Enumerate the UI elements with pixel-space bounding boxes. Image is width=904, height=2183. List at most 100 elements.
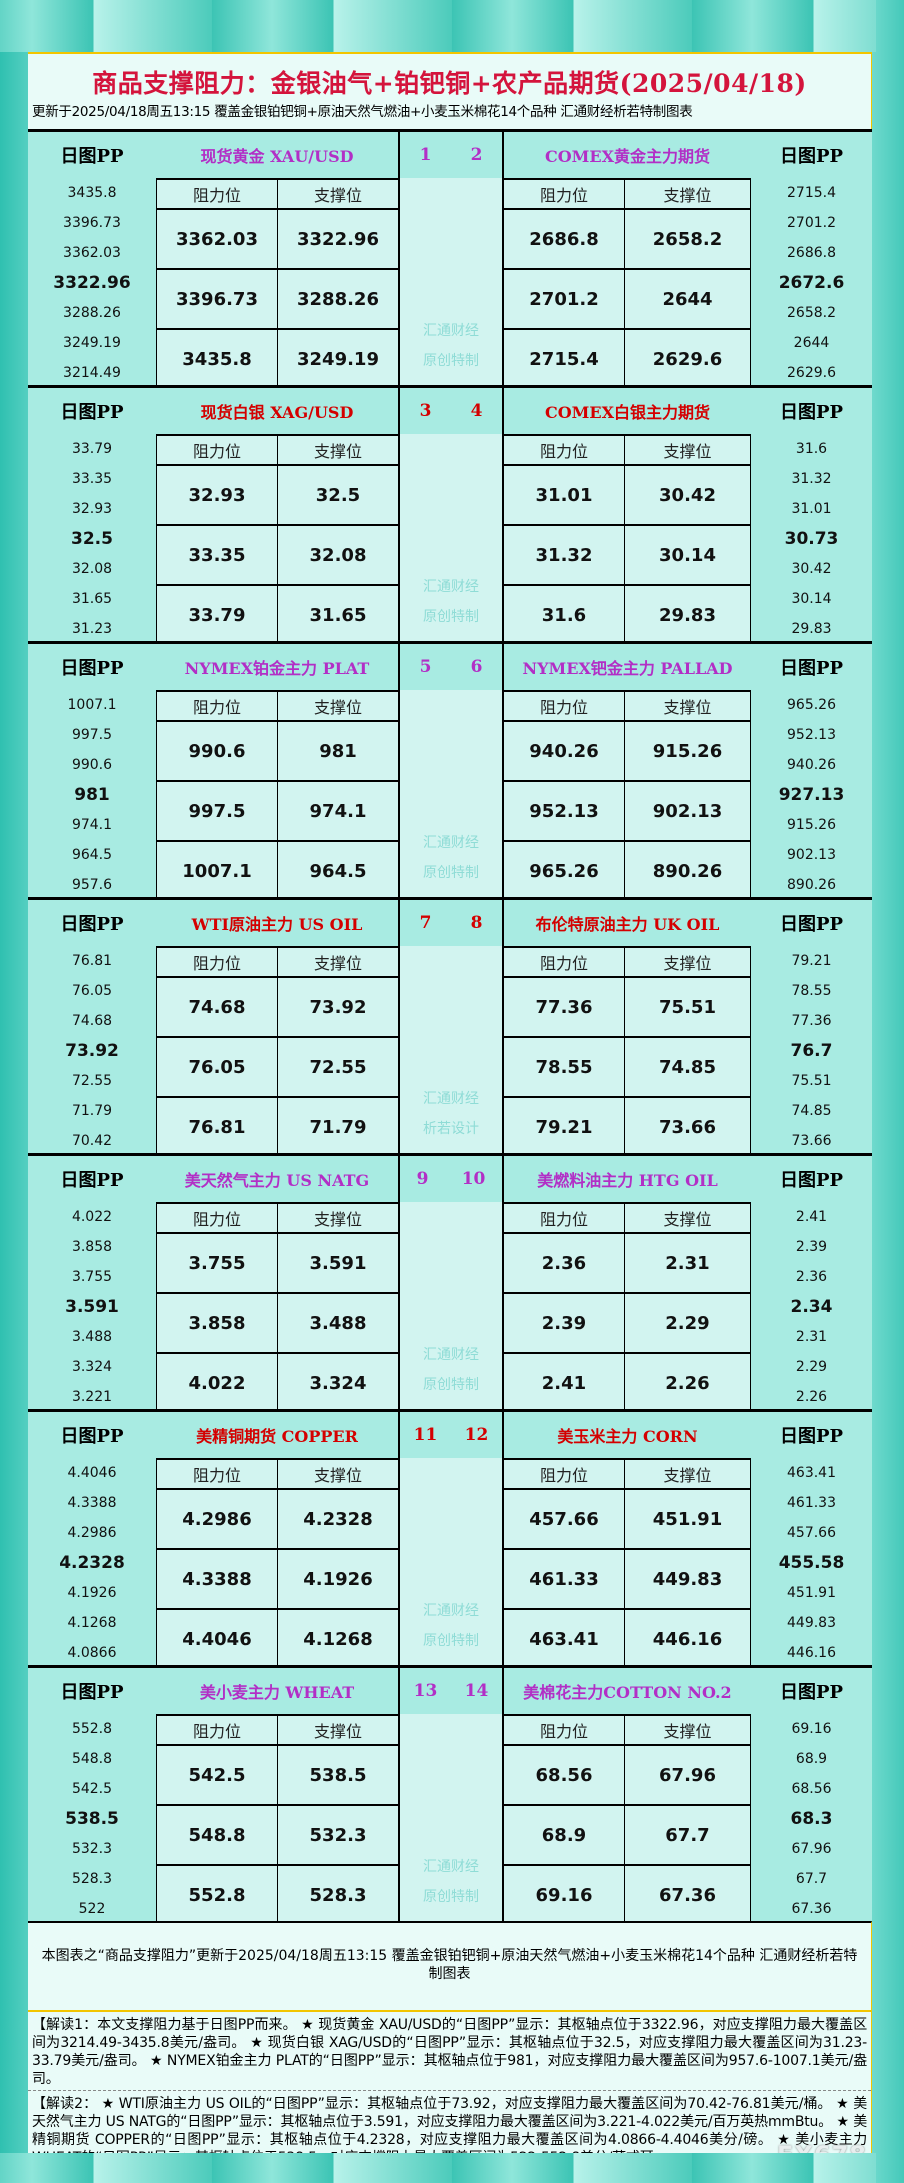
pp-value: 4.3388	[67, 1495, 117, 1511]
pp-value: 952.13	[787, 727, 836, 743]
levels-table-right: 阻力位 支撑位 2.36 2.31 2.39 2.29 2.41 2.26	[504, 1202, 751, 1414]
resistance-header: 阻力位	[504, 948, 625, 978]
pp-value: 31.65	[71, 591, 113, 607]
resistance-value: 31.01	[504, 466, 625, 526]
pp-value-pivot: 538.5	[65, 1809, 119, 1829]
resistance-value: 31.6	[504, 586, 625, 646]
resistance-value: 68.56	[504, 1746, 625, 1806]
watermark-text: 汇通财经	[423, 579, 479, 595]
pp-value: 957.6	[71, 877, 113, 893]
pp-column-left: 1007.1 997.5 990.6 981 974.1 964.5 957.6	[28, 690, 156, 900]
pp-value: 890.26	[787, 877, 836, 893]
watermark-text: 汇通财经	[423, 1859, 479, 1875]
resistance-header: 阻力位	[157, 1204, 278, 1234]
pp-value: 30.42	[791, 561, 832, 577]
pp-value: 4.2986	[67, 1525, 117, 1541]
pp-column-left: 76.81 76.05 74.68 73.92 72.55 71.79 70.42	[28, 946, 156, 1156]
support-header: 支撑位	[278, 1204, 399, 1234]
support-header: 支撑位	[625, 180, 751, 210]
instrument-name-right: 布伦特原油主力 UK OIL	[535, 915, 720, 934]
resistance-value: 76.05	[157, 1038, 278, 1098]
levels-table-right: 阻力位 支撑位 77.36 75.51 78.55 74.85 79.21 73.66	[504, 946, 751, 1158]
resistance-value: 2701.2	[504, 270, 625, 330]
resistance-value: 69.16	[504, 1866, 625, 1926]
instrument-name-left: 现货白银 XAG/USD	[200, 403, 354, 422]
watermark-text: 汇通财经	[423, 835, 479, 851]
levels-table-left: 阻力位 支撑位 542.5 538.5 548.8 532.3 552.8 528.3	[156, 1714, 399, 1926]
pp-value: 3.221	[71, 1389, 113, 1405]
pp-value: 522	[78, 1901, 106, 1917]
resistance-value: 33.79	[157, 586, 278, 646]
support-value: 981	[278, 722, 399, 782]
block-number-right: 8	[470, 913, 483, 933]
pp-value: 3.858	[71, 1239, 113, 1255]
support-value: 3.488	[278, 1294, 399, 1354]
watermark-text: 汇通财经	[423, 1091, 479, 1107]
pp-value: 33.35	[71, 471, 113, 487]
reading-1-note: 【解读1：本文支撑阻力基于日图PP而来。 ★ 现货黄金 XAU/USD的“日图P…	[28, 2012, 871, 2091]
resistance-value: 4.2986	[157, 1490, 278, 1550]
instrument-name-right: 美燃料油主力 HTG OIL	[537, 1171, 718, 1190]
pp-value: 75.51	[791, 1073, 832, 1089]
pp-value: 2686.8	[787, 245, 836, 261]
resistance-header: 阻力位	[157, 948, 278, 978]
instrument-name-right: 美玉米主力 CORN	[557, 1427, 698, 1446]
block-numbers: 13 14	[400, 1668, 502, 1714]
support-value: 2629.6	[625, 330, 751, 390]
levels-table-left: 阻力位 支撑位 3.755 3.591 3.858 3.488 4.022 3.324	[156, 1202, 399, 1414]
block-number-right: 2	[470, 145, 483, 165]
commodity-block: 日图PP 日图PP NYMEX铂金主力 PLAT NYMEX钯金主力 PALLAD 10…	[28, 641, 872, 902]
resistance-header: 阻力位	[504, 692, 625, 722]
resistance-header: 阻力位	[504, 436, 625, 466]
block-numbers: 9 10	[400, 1156, 502, 1202]
commodity-block: 日图PP 日图PP 美小麦主力 WHEAT 美棉花主力COTTON NO.2 552.8…	[28, 1665, 872, 1926]
title-area: 商品支撑阻力：金银油气+铂钯铜+农产品期货(2025/04/18) 更新于202…	[28, 52, 872, 129]
support-value: 3288.26	[278, 270, 399, 330]
pp-value: 2658.2	[787, 305, 836, 321]
watermark-text: 原创特制	[423, 865, 479, 881]
block-number-right: 6	[470, 657, 483, 677]
support-value: 2.31	[625, 1234, 751, 1294]
resistance-value: 76.81	[157, 1098, 278, 1158]
support-value: 449.83	[625, 1550, 751, 1610]
pp-header-left: 日图PP	[60, 1170, 124, 1191]
support-value: 75.51	[625, 978, 751, 1038]
support-value: 2.26	[625, 1354, 751, 1414]
commodity-blocks: 日图PP 日图PP 现货黄金 XAU/USD COMEX黄金主力期货 3435.8 339…	[28, 129, 872, 1926]
page-subtitle: 更新于2025/04/18周五13:15 覆盖金银铂钯铜+原油天然气燃油+小麦玉…	[32, 104, 693, 120]
middle-column: 11 12 汇通财经 原创特制	[398, 1412, 504, 1665]
block-number-left: 1	[419, 145, 432, 165]
pp-value: 4.4046	[67, 1465, 117, 1481]
pp-value-pivot: 2.34	[790, 1297, 833, 1317]
block-number-left: 5	[419, 657, 432, 677]
pp-value: 451.91	[787, 1585, 836, 1601]
support-value: 2658.2	[625, 210, 751, 270]
support-value: 4.1268	[278, 1610, 399, 1670]
pp-value: 532.3	[71, 1841, 113, 1857]
block-number-left: 13	[413, 1681, 438, 1701]
page-title: 商品支撑阻力：金银油气+铂钯铜+农产品期货(2025/04/18)	[92, 69, 807, 98]
pp-value: 552.8	[71, 1721, 113, 1737]
block-number-left: 11	[413, 1425, 438, 1445]
support-value: 67.7	[625, 1806, 751, 1866]
pp-value: 542.5	[71, 1781, 113, 1797]
instrument-name-right: COMEX黄金主力期货	[545, 147, 710, 166]
pp-value: 3.324	[71, 1359, 113, 1375]
support-value: 3249.19	[278, 330, 399, 390]
pp-value: 3362.03	[63, 245, 121, 261]
support-header: 支撑位	[625, 436, 751, 466]
pp-value-pivot: 68.3	[790, 1809, 833, 1829]
levels-table-right: 阻力位 支撑位 2686.8 2658.2 2701.2 2644 2715.4 2629.6	[504, 178, 751, 390]
pp-column-left: 33.79 33.35 32.93 32.5 32.08 31.65 31.23	[28, 434, 156, 644]
resistance-value: 965.26	[504, 842, 625, 902]
resistance-value: 990.6	[157, 722, 278, 782]
pp-value: 997.5	[71, 727, 113, 743]
pp-header-right: 日图PP	[779, 1170, 844, 1191]
support-value: 915.26	[625, 722, 751, 782]
pp-value: 940.26	[787, 757, 836, 773]
watermark-text: 汇通财经	[423, 323, 479, 339]
pp-value: 3435.8	[67, 185, 117, 201]
pp-value: 30.14	[791, 591, 832, 607]
